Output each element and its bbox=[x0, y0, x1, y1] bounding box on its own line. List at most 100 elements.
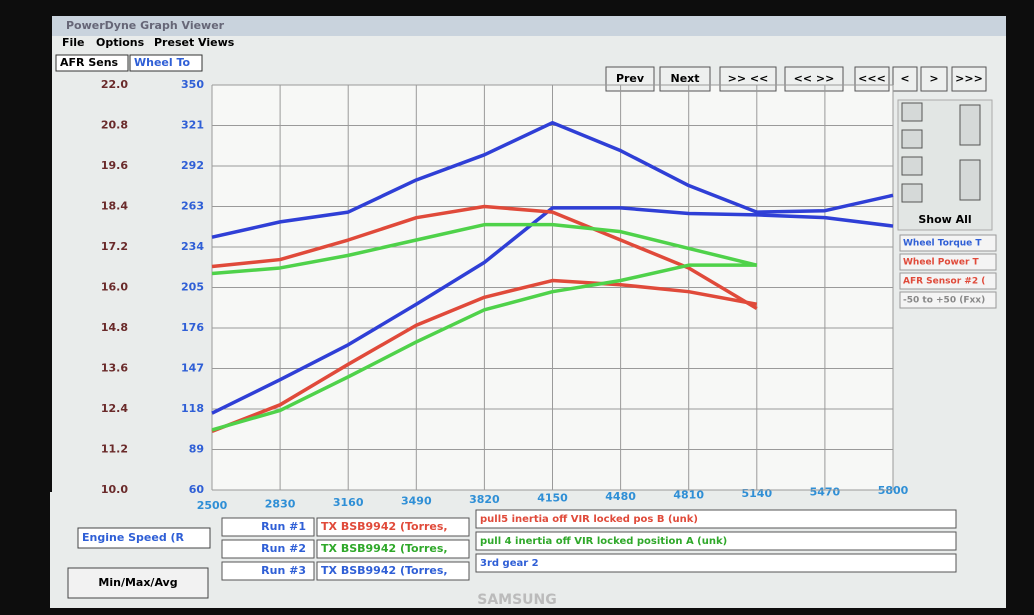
y-tick-label: 118 bbox=[181, 402, 204, 415]
legend-box bbox=[899, 234, 997, 252]
toolbar-button-label[interactable]: <<< bbox=[858, 72, 886, 85]
menu-item[interactable]: Preset Views bbox=[154, 36, 235, 49]
x-tick-label: 3820 bbox=[469, 493, 500, 506]
y2-tick-label: 14.8 bbox=[101, 321, 128, 334]
legend-box bbox=[899, 272, 997, 290]
run-cell bbox=[316, 561, 470, 581]
toolbar-button-label[interactable]: >>> bbox=[955, 72, 983, 85]
run-description: pull 4 inertia off VIR locked position A… bbox=[480, 536, 727, 547]
y-tick-label: 292 bbox=[181, 159, 204, 172]
tab[interactable] bbox=[55, 54, 129, 72]
menu-item[interactable]: File bbox=[62, 36, 85, 49]
y2-tick-label: 22.0 bbox=[101, 78, 128, 91]
toolbar-button[interactable] bbox=[892, 66, 918, 92]
run-cell bbox=[475, 553, 957, 573]
run-vehicle: TX BSB9942 (Torres, bbox=[321, 564, 448, 577]
series-line bbox=[211, 206, 894, 415]
mode-button[interactable] bbox=[67, 567, 209, 599]
y-tick-label: 263 bbox=[181, 200, 204, 213]
tab-label[interactable]: AFR Sens bbox=[60, 56, 119, 69]
x-tick-label: 4480 bbox=[605, 490, 636, 503]
mode-label[interactable]: Min/Max/Avg bbox=[98, 576, 177, 589]
y2-tick-label: 12.4 bbox=[101, 402, 128, 415]
window-title: PowerDyne Graph Viewer bbox=[66, 19, 225, 32]
tab[interactable] bbox=[129, 54, 203, 72]
title-bar bbox=[52, 16, 1006, 36]
toolbar-button-label[interactable]: >> << bbox=[728, 72, 769, 85]
y-tick-label: 89 bbox=[189, 443, 204, 456]
x-axis-label[interactable]: Engine Speed (R bbox=[82, 531, 185, 544]
run-description: pull5 inertia off VIR locked pos B (unk) bbox=[480, 514, 698, 525]
y-tick-label: 60 bbox=[189, 483, 205, 496]
series-line bbox=[211, 263, 757, 432]
run-label: Run #1 bbox=[261, 520, 306, 533]
toolbar-button[interactable] bbox=[854, 66, 890, 92]
x-tick-label: 5470 bbox=[810, 486, 841, 499]
side-button[interactable] bbox=[901, 183, 923, 203]
x-tick-label: 5800 bbox=[878, 484, 909, 497]
run-cell bbox=[475, 509, 957, 529]
run-cell bbox=[316, 517, 470, 537]
side-button[interactable] bbox=[901, 129, 923, 149]
toolbar-button-label[interactable]: Next bbox=[670, 72, 699, 85]
run-cell bbox=[221, 539, 315, 559]
run-cell bbox=[316, 539, 470, 559]
run-cell bbox=[221, 517, 315, 537]
toolbar-button[interactable] bbox=[659, 66, 711, 92]
y2-tick-label: 19.6 bbox=[101, 159, 128, 172]
side-button[interactable] bbox=[959, 159, 981, 201]
y2-tick-label: 10.0 bbox=[101, 483, 128, 496]
y-tick-label: 350 bbox=[181, 78, 204, 91]
x-tick-label: 5140 bbox=[741, 487, 772, 500]
x-tick-label: 3160 bbox=[333, 496, 364, 509]
toolbar-button-label[interactable]: < bbox=[900, 72, 909, 85]
toolbar-button-label[interactable]: > bbox=[929, 72, 938, 85]
run-description: 3rd gear 2 bbox=[480, 558, 539, 569]
menu-item[interactable]: Options bbox=[96, 36, 145, 49]
run-label: Run #2 bbox=[261, 542, 306, 555]
y-tick-label: 147 bbox=[181, 362, 204, 375]
x-tick-label: 4150 bbox=[537, 492, 568, 505]
brand: SAMSUNG bbox=[477, 592, 557, 608]
y2-tick-label: 13.6 bbox=[101, 362, 128, 375]
series-line bbox=[211, 120, 894, 239]
run-vehicle: TX BSB9942 (Torres, bbox=[321, 542, 448, 555]
y-tick-label: 205 bbox=[181, 281, 204, 294]
x-tick-label: 4810 bbox=[673, 489, 704, 502]
legend-label: Wheel Power T bbox=[903, 258, 980, 268]
y-tick-label: 176 bbox=[181, 321, 204, 334]
x-tick-label: 2500 bbox=[197, 499, 228, 512]
side-button[interactable] bbox=[959, 104, 981, 146]
legend-label: AFR Sensor #2 ( bbox=[903, 277, 985, 287]
show-all[interactable]: Show All bbox=[918, 213, 971, 226]
run-cell bbox=[221, 561, 315, 581]
toolbar-button[interactable] bbox=[784, 66, 844, 92]
legend-box bbox=[899, 291, 997, 309]
y-tick-label: 234 bbox=[181, 240, 204, 253]
run-cell bbox=[475, 531, 957, 551]
y-tick-label: 321 bbox=[181, 119, 204, 132]
run-label: Run #3 bbox=[261, 564, 306, 577]
run-vehicle: TX BSB9942 (Torres, bbox=[321, 520, 448, 533]
y2-tick-label: 18.4 bbox=[101, 200, 128, 213]
toolbar-button[interactable] bbox=[719, 66, 777, 92]
legend-box bbox=[899, 253, 997, 271]
toolbar-button-label[interactable]: Prev bbox=[616, 72, 645, 85]
y2-tick-label: 16.0 bbox=[101, 281, 128, 294]
side-button[interactable] bbox=[901, 102, 923, 122]
series-line bbox=[211, 204, 758, 310]
toolbar-button[interactable] bbox=[605, 66, 655, 92]
y2-tick-label: 20.8 bbox=[101, 119, 128, 132]
y2-tick-label: 17.2 bbox=[101, 240, 128, 253]
legend-label: -50 to +50 (Fxx) bbox=[903, 296, 985, 306]
toolbar-button[interactable] bbox=[920, 66, 948, 92]
toolbar-button-label[interactable]: << >> bbox=[794, 72, 835, 85]
axis-select[interactable] bbox=[77, 527, 211, 549]
toolbar-button[interactable] bbox=[951, 66, 987, 92]
series-line bbox=[211, 222, 758, 276]
side-button[interactable] bbox=[901, 156, 923, 176]
tab-label[interactable]: Wheel To bbox=[134, 56, 191, 69]
y2-tick-label: 11.2 bbox=[101, 443, 128, 456]
